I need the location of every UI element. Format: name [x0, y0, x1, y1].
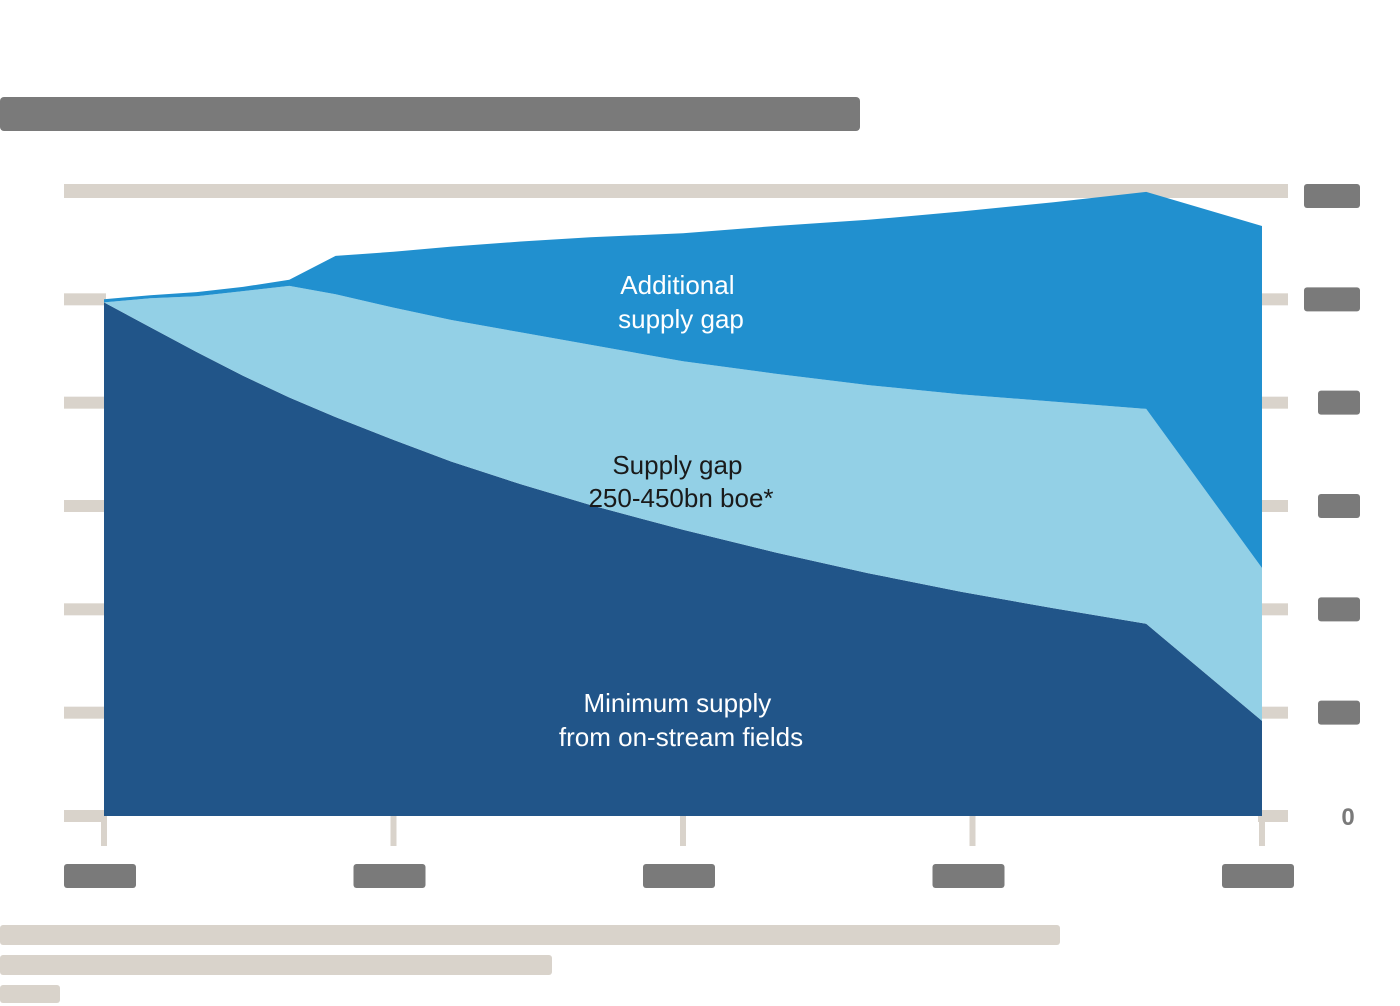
y-tick-label [1304, 287, 1360, 312]
gridline-left-stub [64, 810, 106, 822]
area-series-0 [104, 302, 1262, 816]
label-supply-gap: Supply gap 250-450bn boe* [588, 450, 773, 513]
y-tick-label: 0 [1341, 804, 1354, 831]
gridlines [64, 293, 1288, 822]
y-tick-labels: 0 [1304, 184, 1360, 831]
label-minimum-line2: from on-stream fields [559, 722, 803, 752]
x-tick-mark [101, 816, 107, 846]
x-tick-mark [390, 816, 397, 846]
label-additional-line2: supply gap [618, 304, 744, 334]
x-tick-label [643, 864, 715, 888]
gridline-left-stub [64, 396, 106, 409]
gridline-right-stub [1258, 810, 1288, 822]
y-tick-label [1318, 700, 1360, 725]
footnote-line1 [0, 925, 1060, 945]
gridline-left-stub [64, 293, 106, 306]
x-tick-mark [969, 816, 976, 846]
label-gap-line2: 250-450bn boe* [588, 483, 773, 513]
label-minimum-supply: Minimum supply from on-stream fields [559, 688, 803, 752]
area-series-2 [104, 191, 1262, 568]
y-tick-label [1318, 597, 1360, 622]
label-minimum-line1: Minimum supply [583, 688, 771, 718]
gridline-right-stub [1258, 396, 1288, 409]
gridline-left-stub [64, 706, 106, 719]
x-tick-label [353, 864, 426, 888]
x-tick-mark [680, 816, 686, 846]
chart-title [0, 97, 860, 131]
gridline-left-stub [64, 603, 106, 616]
x-tick-label [932, 864, 1005, 888]
top-gridline [64, 184, 1288, 198]
y-tick-label [1318, 390, 1360, 415]
label-additional-supply-gap: Additional supply gap [618, 270, 744, 334]
x-tick-mark [1259, 816, 1265, 846]
x-tick-marks [101, 816, 1265, 846]
y-tick-label [1318, 494, 1360, 518]
y-tick-label [1304, 184, 1360, 208]
gridline-right-stub [1258, 293, 1288, 306]
source-line [0, 985, 60, 1003]
label-gap-line1: Supply gap [612, 450, 742, 480]
x-tick-label [1222, 864, 1294, 888]
gridline-right-stub [1258, 500, 1288, 512]
plot-areas [104, 191, 1262, 816]
x-tick-label [64, 864, 136, 888]
gridline-left-stub [64, 500, 106, 512]
gridline-right-stub [1258, 706, 1288, 719]
x-tick-labels [64, 864, 1294, 888]
gridline-right-stub [1258, 603, 1288, 616]
label-additional-line1: Additional [620, 270, 734, 300]
footnote-line2 [0, 955, 552, 975]
area-series-1 [104, 285, 1262, 721]
